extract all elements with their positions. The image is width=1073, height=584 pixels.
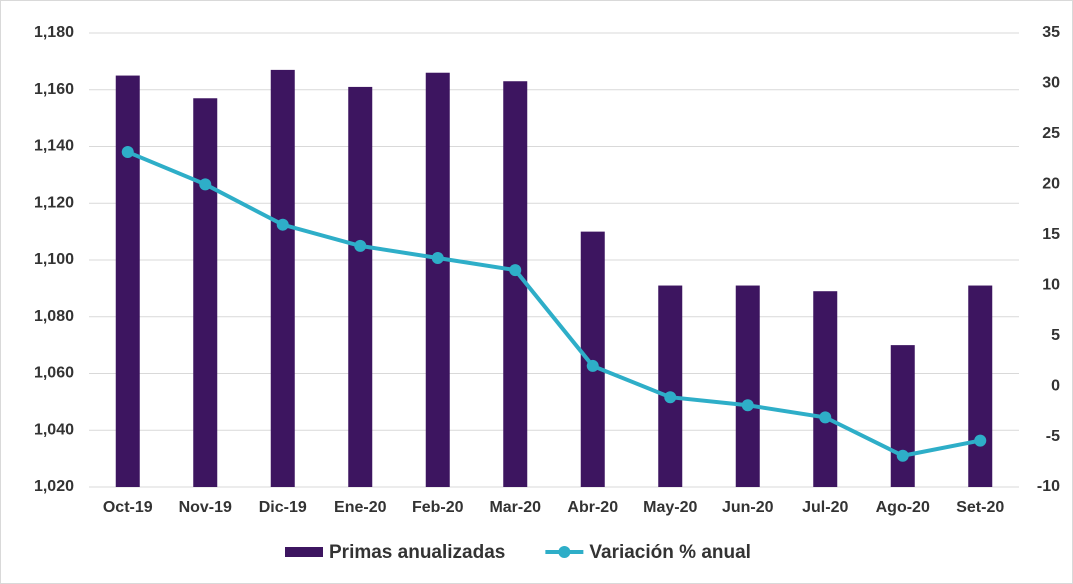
y2-tick-label: 5 — [1051, 327, 1060, 344]
bar — [813, 291, 838, 487]
line-marker — [121, 146, 134, 159]
bar — [425, 72, 450, 487]
x-tick-label: Oct-19 — [103, 499, 153, 516]
y2-tick-label: 20 — [1042, 176, 1060, 193]
line-marker — [896, 449, 909, 462]
line-marker — [509, 264, 522, 277]
y-tick-label: 1,120 — [34, 194, 74, 211]
x-tick-label: Jul-20 — [802, 499, 848, 516]
line-marker — [431, 251, 444, 264]
bar — [968, 285, 993, 487]
x-tick-label: Ene-20 — [334, 499, 387, 516]
line-marker — [664, 391, 677, 404]
line-marker — [276, 218, 289, 231]
y2-tick-label: -5 — [1046, 428, 1060, 445]
y2-tick-label: 0 — [1051, 377, 1060, 394]
line-marker — [354, 239, 367, 252]
legend-swatch — [285, 547, 323, 557]
bar — [193, 98, 218, 487]
y-tick-label: 1,140 — [34, 138, 74, 155]
line-marker — [586, 359, 599, 372]
y-tick-label: 1,100 — [34, 251, 74, 268]
bar — [270, 69, 295, 487]
x-tick-label: May-20 — [643, 499, 697, 516]
line — [126, 150, 981, 458]
bar — [735, 285, 760, 487]
bar — [348, 86, 373, 487]
y-tick-label: 1,160 — [34, 81, 74, 98]
y2-tick-label: 35 — [1042, 24, 1060, 41]
y2-tick-label: 30 — [1042, 75, 1060, 92]
x-tick-label: Feb-20 — [412, 499, 464, 516]
x-tick-label: Abr-20 — [567, 499, 618, 516]
x-tick-label: Nov-19 — [179, 499, 232, 516]
y-tick-label: 1,180 — [34, 24, 74, 41]
legend-swatch — [558, 546, 571, 558]
legend-label: Primas anualizadas — [329, 542, 505, 563]
bar — [580, 231, 605, 487]
y2-tick-label: 10 — [1042, 276, 1060, 293]
bar — [503, 81, 528, 488]
legend-label: Variación % anual — [589, 542, 751, 563]
y-tick-label: 1,060 — [34, 365, 74, 382]
bar — [890, 345, 915, 487]
line-marker — [974, 434, 987, 447]
x-tick-label: Jun-20 — [722, 499, 774, 516]
y-tick-label: 1,020 — [34, 478, 74, 495]
line-marker — [199, 178, 212, 191]
x-tick-label: Set-20 — [956, 499, 1004, 516]
y2-tick-label: 25 — [1042, 125, 1060, 142]
line-marker — [819, 411, 832, 424]
x-tick-label: Dic-19 — [259, 499, 307, 516]
y-tick-label: 1,040 — [34, 421, 74, 438]
bar — [658, 285, 683, 487]
x-tick-label: Mar-20 — [489, 499, 541, 516]
x-tick-label: Ago-20 — [876, 499, 930, 516]
bar — [115, 75, 140, 487]
y2-tick-label: -10 — [1037, 478, 1060, 495]
line-marker — [741, 399, 754, 412]
y2-tick-label: 15 — [1042, 226, 1060, 243]
y-tick-label: 1,080 — [34, 308, 74, 325]
